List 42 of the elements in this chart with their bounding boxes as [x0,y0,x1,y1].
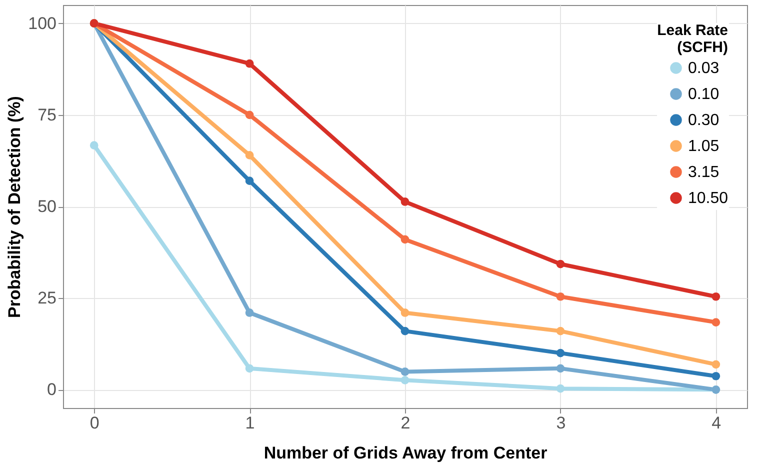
point [556,292,565,301]
x-tick-label: 3 [556,414,566,432]
point [245,59,254,68]
point [245,151,254,160]
point [400,198,410,206]
x-tick-label: 2 [400,414,410,432]
y-tick-label: 25 [38,288,56,308]
legend-title: Leak Rate (SCFH) [657,22,728,56]
point [712,292,720,301]
x-tick-label: 0 [90,414,100,432]
point [245,308,254,317]
point [712,318,720,326]
legend-label: 1.05 [688,138,720,155]
point [400,376,410,384]
legend-label: 3.15 [688,164,720,181]
point [556,326,565,336]
point [400,235,410,244]
y-tick-label: 0 [47,380,56,400]
y-tick-label: 50 [38,197,56,216]
point [245,110,254,120]
legend-label: 0.30 [688,112,720,129]
legend-label: 10.50 [688,190,728,207]
x-tick-label: 4 [712,414,722,432]
point [556,364,565,373]
point [245,364,254,373]
point [400,326,410,336]
y-tick-label: 100 [28,14,56,33]
point [556,260,565,268]
point [712,360,720,369]
point [556,384,565,393]
point [400,368,410,376]
legend-label: 0.10 [688,86,720,103]
x-axis-title: Number of Grids Away from Center [264,444,548,462]
y-axis-title: Probability of Detection (%) [5,96,24,318]
point [245,176,254,186]
point [712,372,720,380]
x-tick-label: 1 [245,414,255,432]
y-tick-label: 75 [38,105,56,124]
point [90,141,98,150]
legend-label: 0.03 [688,60,720,77]
point [400,308,410,317]
point [556,348,565,358]
